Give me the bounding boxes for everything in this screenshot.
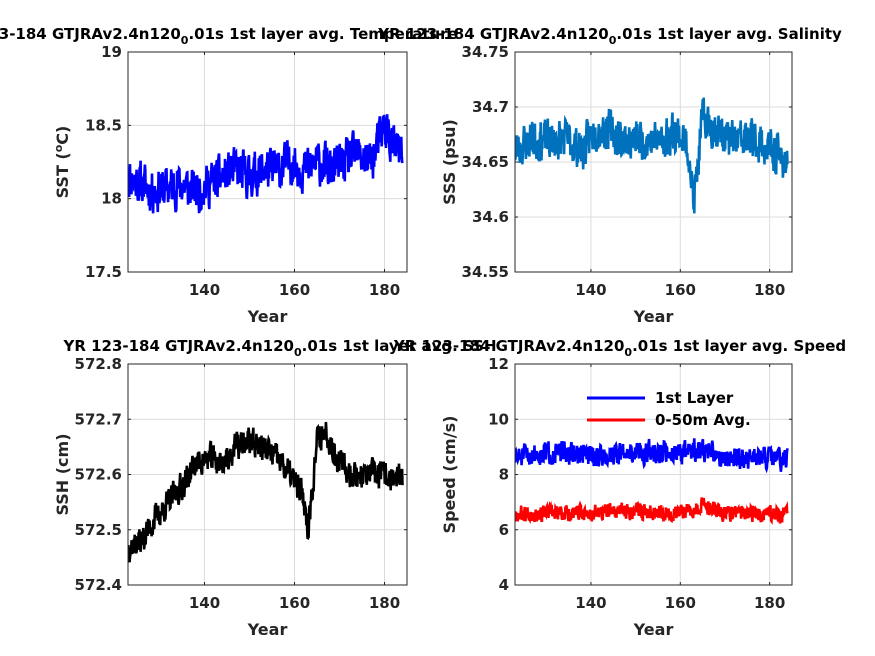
legend-label: 1st Layer [655, 389, 734, 407]
y-axis-label: Speed (cm/s) [440, 416, 459, 534]
y-tick-label: 34.7 [472, 98, 509, 116]
x-axis-label: Year [633, 307, 674, 326]
y-tick-label: 18.5 [85, 116, 122, 134]
y-tick-label: 34.6 [472, 208, 509, 226]
y-tick-label: 18 [101, 190, 122, 208]
x-tick-label: 160 [665, 594, 696, 612]
x-axis-label: Year [247, 620, 288, 639]
y-tick-label: 19 [101, 43, 122, 61]
y-tick-label: 8 [499, 466, 509, 484]
x-tick-label: 180 [754, 281, 785, 299]
plot-title: YR 123-184 GTJRAv2.4n1200.01s 1st layer … [377, 25, 842, 47]
y-axis-label: SSH (cm) [53, 433, 72, 515]
y-tick-label: 12 [488, 355, 509, 373]
y-tick-label: 10 [488, 410, 509, 428]
y-tick-label: 572.7 [75, 410, 122, 428]
plot-title: YR 123-184 GTJRAv2.4n1200.01s 1st layer … [0, 25, 458, 47]
y-tick-label: 572.4 [75, 576, 122, 594]
x-tick-label: 180 [754, 594, 785, 612]
y-tick-label: 34.65 [462, 153, 509, 171]
y-tick-label: 4 [499, 576, 509, 594]
x-tick-label: 160 [279, 281, 310, 299]
data-line-2 [515, 497, 789, 525]
y-tick-label: 17.5 [85, 263, 122, 281]
x-tick-label: 180 [369, 594, 400, 612]
y-tick-label: 572.5 [75, 521, 122, 539]
x-tick-label: 140 [189, 281, 220, 299]
y-tick-label: 34.75 [462, 43, 509, 61]
plot-4: 140 160 180 4 6 8 10 12 Year Speed (cm/s) YR 123-1… [393, 337, 846, 639]
y-tick-label: 572.8 [75, 355, 122, 373]
axes-box [127, 51, 408, 273]
y-axis-label: SSS (psu) [440, 119, 459, 205]
data-line-1 [128, 421, 404, 563]
data-line-1 [515, 438, 789, 474]
plot-1: 140 160 180 17.5 18 18.5 19 Year SST (oC) YR 123-… [0, 25, 458, 326]
y-tick-label: 572.6 [75, 466, 122, 484]
x-tick-label: 140 [189, 594, 220, 612]
legend: 1st Layer 0-50m Avg. [587, 389, 751, 429]
plot-2: 140 160 180 34.55 34.6 34.65 34.7 34.75 Year SSS … [377, 25, 842, 326]
x-axis-label: Year [247, 307, 288, 326]
y-tick-label: 6 [499, 521, 509, 539]
plot-title: YR 123-184 GTJRAv2.4n1200.01s 1st layer … [393, 337, 846, 359]
y-axis-label: SST (oC) [52, 126, 72, 199]
x-tick-label: 160 [665, 281, 696, 299]
plot-title: YR 123-184 GTJRAv2.4n1200.01s 1st layer … [62, 337, 496, 359]
x-tick-label: 160 [279, 594, 310, 612]
legend-label: 0-50m Avg. [655, 411, 751, 429]
x-tick-label: 180 [369, 281, 400, 299]
data-line-1 [515, 97, 789, 214]
y-tick-label: 34.55 [462, 263, 509, 281]
plot-3: 140 160 180 572.4 572.5 572.6 572.7 572.8 Year SS… [53, 337, 497, 639]
x-axis-label: Year [633, 620, 674, 639]
x-tick-label: 140 [575, 281, 606, 299]
x-tick-label: 140 [575, 594, 606, 612]
data-line-1 [128, 114, 404, 214]
